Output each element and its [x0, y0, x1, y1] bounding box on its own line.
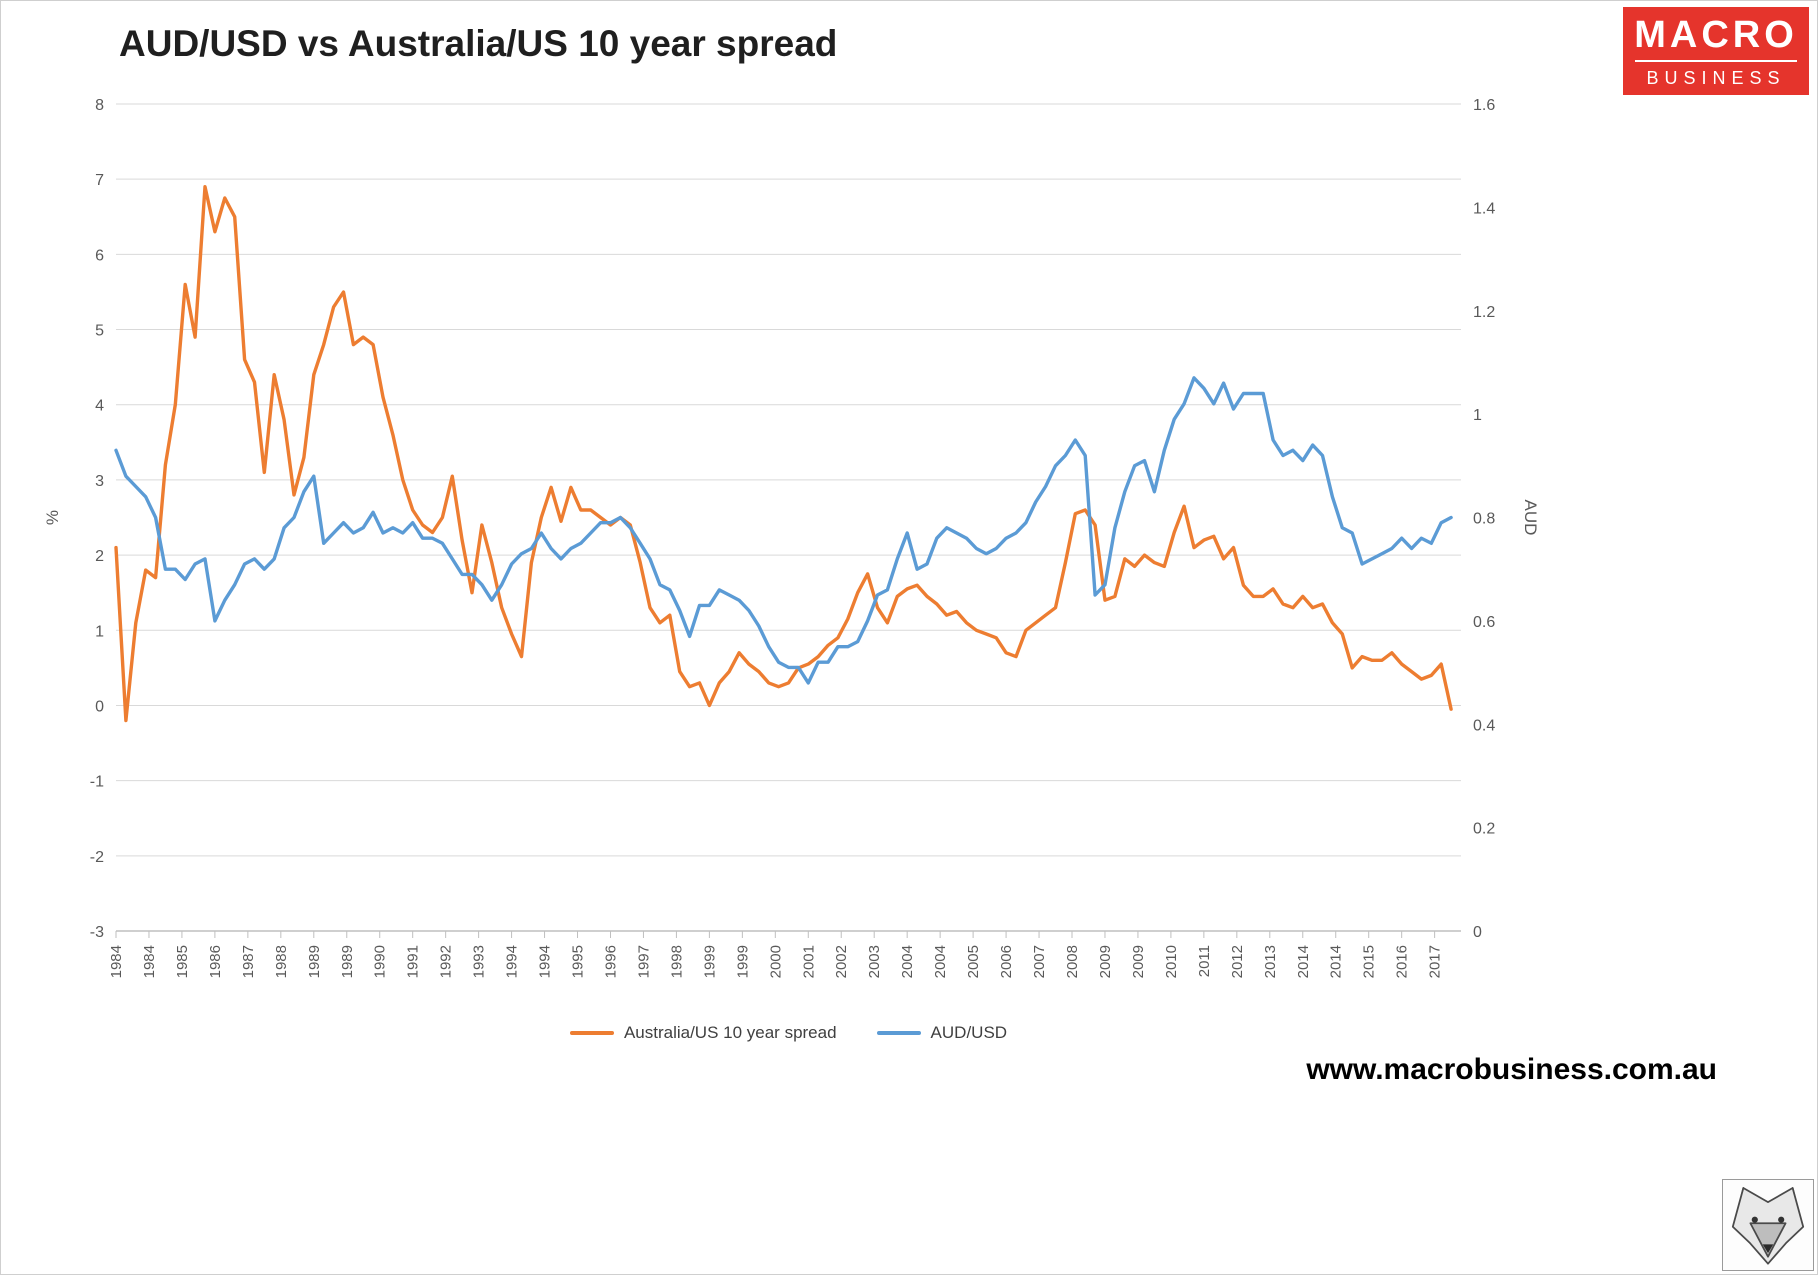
x-axis-tick-label: 1994	[537, 945, 554, 978]
left-axis-tick-label: 2	[95, 548, 104, 565]
x-axis-tick-label: 1989	[339, 945, 356, 978]
right-axis-tick-label: 0.4	[1473, 717, 1495, 734]
x-axis-tick-label: 1998	[668, 945, 685, 978]
right-axis-tick-label: 1.6	[1473, 97, 1495, 114]
chart-legend: Australia/US 10 year spread AUD/USD	[116, 1023, 1461, 1043]
x-axis-tick-label: 2008	[1064, 945, 1081, 978]
x-axis-tick-label: 1984	[108, 945, 125, 978]
right-axis-tick-label: 0.2	[1473, 821, 1495, 838]
right-axis-tick-label: 1	[1473, 407, 1482, 424]
left-axis-tick-label: -3	[90, 924, 104, 941]
x-axis-tick-label: 1996	[602, 945, 619, 978]
right-axis-tick-label: 0	[1473, 924, 1482, 941]
x-axis-tick-label: 2016	[1394, 945, 1411, 978]
x-axis-tick-label: 1987	[240, 945, 257, 978]
x-axis-tick-label: 2000	[767, 945, 784, 978]
legend-item-audusd: AUD/USD	[876, 1023, 1008, 1043]
left-axis-tick-label: -2	[90, 849, 104, 866]
x-axis-tick-label: 2009	[1097, 945, 1114, 978]
page-title: AUD/USD vs Australia/US 10 year spread	[119, 23, 838, 64]
x-axis-tick-label: 2004	[932, 945, 949, 978]
audusd-legend-swatch	[876, 1031, 921, 1035]
x-axis-tick-label: 2017	[1427, 945, 1444, 978]
right-axis-tick-label: 0.6	[1473, 614, 1495, 631]
audusd-series-line	[114, 376, 1453, 685]
x-axis-tick-label: 1995	[570, 945, 587, 978]
legend-item-spread: Australia/US 10 year spread	[569, 1023, 837, 1043]
x-axis-tick-label: 1990	[372, 945, 389, 978]
macrobusiness-logo: MACRO BUSINESS	[1623, 7, 1809, 95]
left-axis-tick-label: -1	[90, 774, 104, 791]
x-axis-tick-label: 2014	[1295, 945, 1312, 978]
logo-text-macro: MACRO	[1634, 13, 1798, 56]
x-axis-tick-label: 1985	[174, 945, 191, 978]
x-axis-tick-label: 1986	[207, 945, 224, 978]
x-axis-tick-label: 1984	[141, 945, 158, 978]
x-axis-tick-label: 2012	[1229, 945, 1246, 978]
x-axis-tick-label: 1999	[734, 945, 751, 978]
left-axis-title: %	[43, 510, 62, 525]
x-axis-tick-label: 2002	[833, 945, 850, 978]
x-axis-tick-label: 1993	[471, 945, 488, 978]
right-axis-title: AUD	[1521, 500, 1540, 536]
x-axis-tick-label: 2005	[965, 945, 982, 978]
audusd-legend-label: AUD/USD	[930, 1023, 1008, 1042]
left-axis-tick-label: 6	[95, 247, 104, 264]
x-axis-tick-label: 2004	[899, 945, 916, 978]
x-axis-tick-label: 2011	[1196, 945, 1213, 977]
x-axis-tick-label: 2006	[998, 945, 1015, 978]
left-axis-tick-label: 7	[95, 172, 104, 189]
right-axis-tick-label: 0.8	[1473, 511, 1495, 528]
x-axis-tick-label: 1989	[306, 945, 323, 978]
spread-legend-swatch	[569, 1031, 614, 1035]
x-axis-tick-label: 2001	[800, 945, 817, 978]
left-axis-tick-label: 3	[95, 473, 104, 490]
x-axis-tick-label: 1992	[438, 945, 455, 978]
left-axis-tick-label: 1	[95, 623, 104, 640]
website-url: www.macrobusiness.com.au	[1306, 1053, 1717, 1086]
right-axis-tick-label: 1.4	[1473, 200, 1495, 217]
left-axis-tick-label: 4	[95, 398, 104, 415]
left-axis-tick-label: 8	[95, 97, 104, 114]
x-axis-tick-label: 1991	[405, 945, 422, 978]
x-axis-tick-label: 1997	[635, 945, 652, 978]
x-axis-tick-label: 2014	[1328, 945, 1345, 978]
spread-legend-label: Australia/US 10 year spread	[623, 1023, 837, 1042]
x-axis-tick-label: 1999	[701, 945, 718, 978]
left-axis-tick-label: 5	[95, 323, 104, 340]
wolf-logo-icon	[1722, 1179, 1814, 1271]
right-axis-tick-label: 1.2	[1473, 304, 1495, 321]
x-axis-tick-label: 1988	[273, 945, 290, 978]
x-axis-tick-label: 2013	[1262, 945, 1279, 978]
x-axis-tick-label: 1994	[504, 945, 521, 978]
wolf-logo-drawing	[1731, 1187, 1805, 1265]
x-axis-tick-label: 2009	[1130, 945, 1147, 978]
spread-series-line	[114, 184, 1453, 723]
logo-text-business: BUSINESS	[1646, 67, 1786, 88]
x-axis-tick-label: 2010	[1163, 945, 1180, 978]
left-axis-tick-label: 0	[95, 698, 104, 715]
x-axis-tick-label: 2007	[1031, 945, 1048, 978]
x-axis-tick-label: 2015	[1361, 945, 1378, 978]
logo-divider	[1635, 59, 1797, 62]
x-axis-tick-label: 2003	[866, 945, 883, 978]
